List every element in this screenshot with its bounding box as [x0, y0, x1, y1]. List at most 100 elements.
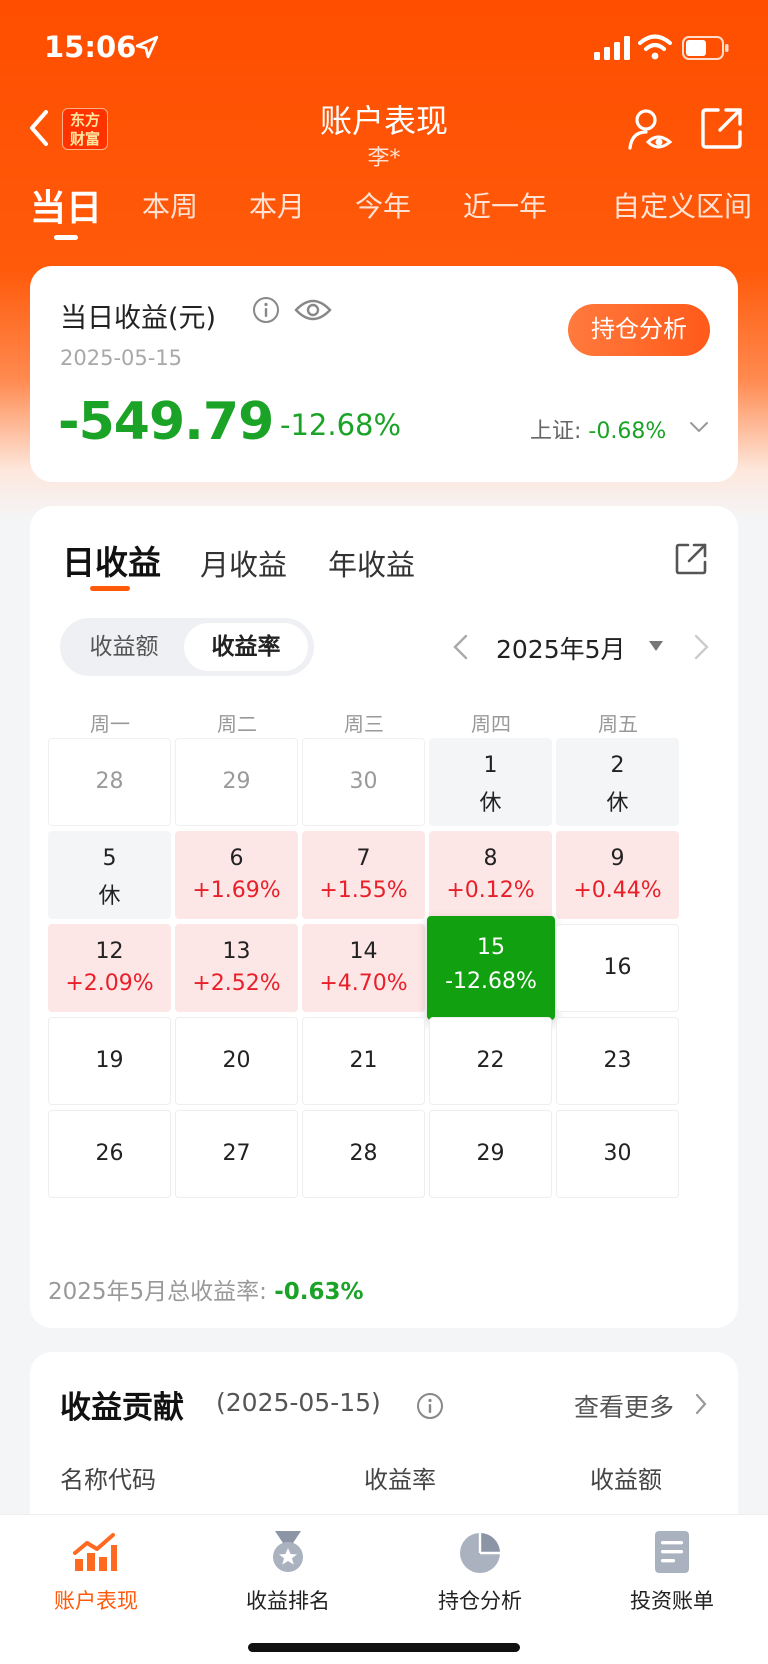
- weekday-label: 周二: [217, 712, 257, 736]
- profit-amount-option[interactable]: 收益额: [89, 634, 159, 660]
- tab-this-year[interactable]: 今年: [355, 190, 412, 223]
- calendar-day[interactable]: 15 -12.68%: [427, 916, 555, 1020]
- chevron-down-icon[interactable]: [688, 416, 710, 438]
- daily-profit-percent: -12.68%: [280, 408, 402, 442]
- chevron-left-icon[interactable]: [450, 632, 472, 662]
- eye-icon[interactable]: [294, 296, 332, 324]
- tabbar-investment-statement[interactable]: 投资账单: [576, 1529, 768, 1615]
- profit-rate-option[interactable]: 收益率: [184, 623, 308, 671]
- medal-icon: [273, 1531, 303, 1572]
- calendar-day-number: 23: [603, 1048, 632, 1073]
- calendar-day[interactable]: 26: [48, 1110, 171, 1198]
- index-label: 上证:: [530, 419, 582, 444]
- calendar-day[interactable]: 13 +2.52%: [175, 924, 298, 1012]
- tabbar-label: 投资账单: [630, 1589, 714, 1613]
- view-more-link[interactable]: 查看更多: [574, 1393, 675, 1422]
- calendar-day-number: 13: [222, 939, 251, 964]
- calendar-day[interactable]: 27: [175, 1110, 298, 1198]
- chevron-right-icon[interactable]: [690, 632, 712, 662]
- contribution-date: (2025-05-15): [216, 1388, 381, 1417]
- tabbar-label: 账户表现: [54, 1589, 138, 1613]
- status-time: 15:06: [44, 30, 137, 64]
- caret-down-icon[interactable]: [648, 640, 664, 652]
- pie-chart-icon: [460, 1533, 500, 1573]
- metric-toggle: 收益额 收益率: [60, 618, 314, 676]
- calendar-day-number: 2: [610, 753, 625, 778]
- calendar-day-number: 7: [356, 846, 371, 871]
- page-title: 账户表现: [319, 102, 448, 140]
- calendar-day[interactable]: 28: [48, 738, 171, 826]
- shanghai-index[interactable]: 上证: -0.68%: [530, 413, 666, 445]
- battery-icon: [682, 36, 729, 60]
- tabbar-label: 收益排名: [246, 1589, 330, 1613]
- calendar-day-value: +0.12%: [446, 878, 535, 903]
- tab-today[interactable]: 当日: [30, 188, 103, 229]
- index-value: -0.68%: [588, 419, 667, 444]
- calendar-day[interactable]: 22: [429, 1017, 552, 1105]
- calendar-day-number: 30: [349, 769, 378, 794]
- tabbar-holding-analysis[interactable]: 持仓分析: [384, 1529, 576, 1615]
- calendar-day[interactable]: 30: [302, 738, 425, 826]
- cellular-signal-icon: [594, 36, 630, 60]
- calendar-day-value: 休: [606, 791, 629, 816]
- profit-calendar-card: 日收益 月收益 年收益 收益额 收益率 2025年5月 周一 周二 周三 周四 …: [30, 506, 738, 1328]
- calendar-day-number: 1: [483, 753, 498, 778]
- calendar-day-value: +4.70%: [319, 971, 408, 996]
- calendar-day-number: 29: [222, 769, 251, 794]
- month-total-value: -0.63%: [274, 1279, 364, 1305]
- location-arrow-icon: [135, 35, 159, 59]
- info-icon[interactable]: [416, 1392, 444, 1420]
- calendar-day-number: 8: [483, 846, 498, 871]
- summary-date: 2025-05-15: [60, 346, 183, 370]
- calendar-day[interactable]: 7 +1.55%: [302, 831, 425, 919]
- share-icon[interactable]: [700, 106, 744, 150]
- weekday-label: 周三: [344, 712, 384, 736]
- calendar-day-number: 19: [95, 1048, 124, 1073]
- chart-trend-icon: [73, 1533, 117, 1571]
- tab-this-month[interactable]: 本月: [249, 190, 306, 223]
- tab-monthly-profit[interactable]: 月收益: [200, 548, 288, 582]
- calendar-day-number: 28: [95, 769, 124, 794]
- holding-analysis-button[interactable]: 持仓分析: [568, 304, 710, 356]
- tab-yearly-profit[interactable]: 年收益: [328, 548, 416, 582]
- tab-custom-range[interactable]: 自定义区间: [612, 190, 753, 223]
- calendar-day[interactable]: 20: [175, 1017, 298, 1105]
- calendar-day[interactable]: 28: [302, 1110, 425, 1198]
- back-chevron-icon[interactable]: [24, 108, 54, 148]
- tabbar-account-performance[interactable]: 账户表现: [0, 1529, 192, 1615]
- document-icon: [655, 1531, 689, 1573]
- tab-this-week[interactable]: 本周: [142, 190, 199, 223]
- month-selector[interactable]: 2025年5月: [496, 635, 626, 664]
- calendar-day[interactable]: 23: [556, 1017, 679, 1105]
- calendar-day[interactable]: 21: [302, 1017, 425, 1105]
- calendar-day[interactable]: 29: [429, 1110, 552, 1198]
- daily-profit-label: 当日收益(元): [60, 303, 217, 334]
- month-total-label: 2025年5月总收益率:: [48, 1279, 267, 1305]
- chevron-right-icon[interactable]: [694, 1392, 708, 1416]
- calendar-day[interactable]: 12 +2.09%: [48, 924, 171, 1012]
- tabbar-label: 持仓分析: [438, 1589, 522, 1613]
- calendar-day-value: +2.52%: [192, 971, 281, 996]
- tab-last-year[interactable]: 近一年: [463, 190, 548, 223]
- weekday-label: 周四: [471, 712, 511, 736]
- tabbar-profit-ranking[interactable]: 收益排名: [192, 1529, 384, 1615]
- calendar-day[interactable]: 19: [48, 1017, 171, 1105]
- calendar-day[interactable]: 30: [556, 1110, 679, 1198]
- calendar-day[interactable]: 16: [556, 924, 679, 1012]
- calendar-day[interactable]: 8 +0.12%: [429, 831, 552, 919]
- column-header-return-rate: 收益率: [364, 1466, 436, 1494]
- calendar-day-number: 5: [102, 846, 117, 871]
- calendar-day-value: 休: [479, 791, 502, 816]
- user-visibility-icon[interactable]: [626, 106, 674, 154]
- tab-daily-profit[interactable]: 日收益: [62, 543, 161, 582]
- calendar-day[interactable]: 14 +4.70%: [302, 924, 425, 1012]
- calendar-day[interactable]: 9 +0.44%: [556, 831, 679, 919]
- calendar-day[interactable]: 29: [175, 738, 298, 826]
- calendar-day[interactable]: 6 +1.69%: [175, 831, 298, 919]
- daily-summary-card: 当日收益(元) 2025-05-15 持仓分析 -549.79 -12.68% …: [30, 266, 738, 482]
- info-icon[interactable]: [252, 296, 280, 324]
- share-icon[interactable]: [674, 542, 708, 576]
